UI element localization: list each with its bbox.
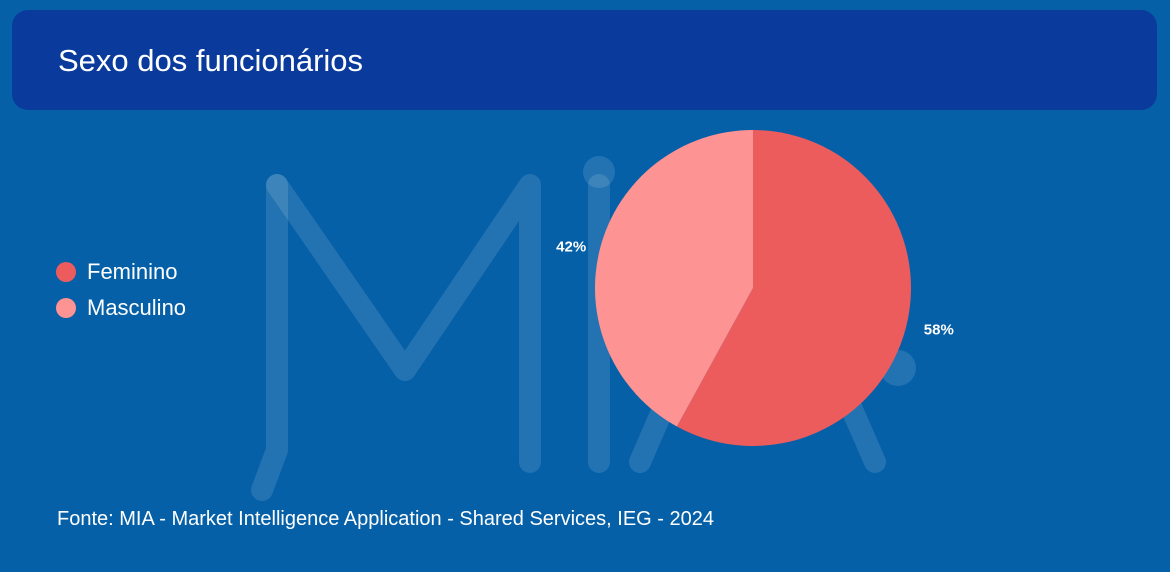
- data-label-feminino: 58%: [924, 321, 954, 338]
- pie-slice-feminino: [676, 130, 912, 447]
- chart-title: Sexo dos funcionários: [58, 43, 364, 78]
- source-note: Fonte: MIA - Market Intelligence Applica…: [57, 508, 714, 530]
- legend-swatch-feminino: [56, 262, 76, 282]
- legend: Feminino Masculino: [56, 254, 186, 326]
- pie-slices: [595, 130, 912, 447]
- legend-label-feminino: Feminino: [87, 259, 178, 284]
- legend-swatch-masculino: [56, 298, 76, 318]
- pie-data-labels: 58% 42%: [556, 239, 954, 339]
- legend-label-masculino: Masculino: [87, 295, 187, 320]
- legend-item-masculino: Masculino: [56, 290, 186, 326]
- pie-slice-masculino: [595, 130, 753, 427]
- data-label-masculino: 42%: [556, 239, 586, 256]
- legend-item-feminino: Feminino: [56, 254, 186, 290]
- title-banner: Sexo dos funcionários: [12, 10, 1157, 110]
